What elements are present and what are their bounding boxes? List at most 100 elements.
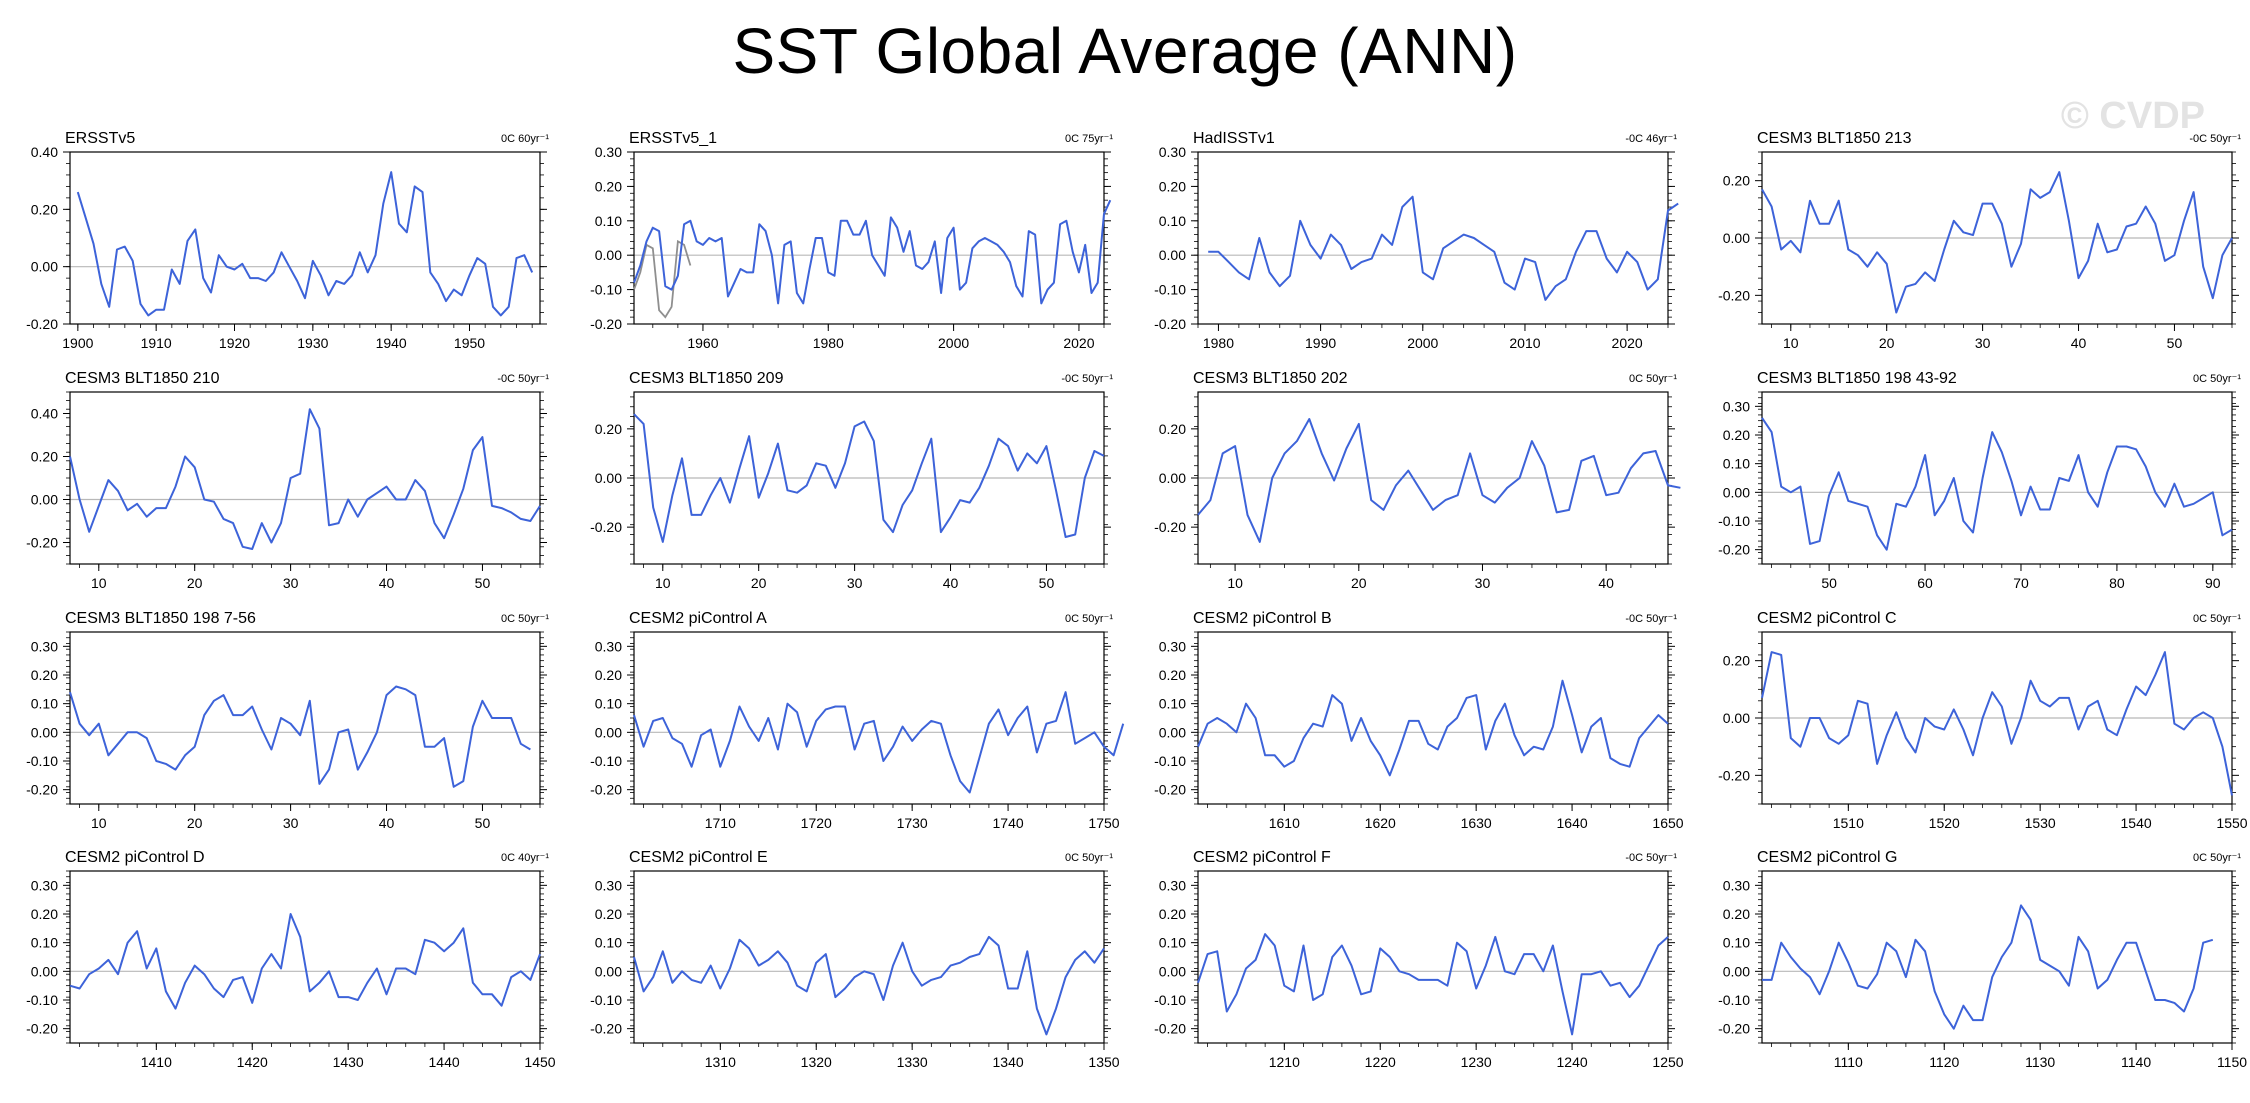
y-tick-label: 0.20 — [1159, 178, 1186, 194]
chart-panel: -0.20 -0.10 0.00 0.10 0.20 0.30 1710 1720 1730 17… — [590, 610, 1125, 831]
x-tick-label: 1950 — [454, 335, 485, 351]
series-line — [1761, 171, 2233, 314]
trend-label: 0C 50yr⁻¹ — [1065, 613, 1113, 625]
series-line — [69, 913, 541, 1010]
y-tick-label: 0.10 — [1159, 935, 1186, 951]
y-tick-label: 0.20 — [1723, 653, 1750, 669]
x-tick-label: 1710 — [705, 815, 736, 831]
chart-panel: -0.20 -0.10 0.00 0.10 0.20 0.30 1310 1320 1330 13… — [590, 849, 1120, 1070]
plot-frame — [633, 870, 1105, 1044]
x-tick-label: 1250 — [1652, 1054, 1683, 1070]
x-tick-label: 1620 — [1365, 815, 1396, 831]
x-tick-label: 1230 — [1461, 1054, 1492, 1070]
y-tick-label: 0.20 — [1159, 421, 1186, 437]
y-tick-label: 0.10 — [595, 213, 622, 229]
series-line — [69, 685, 531, 788]
trend-label: -0C 50yr⁻¹ — [2189, 133, 2241, 145]
x-tick-label: 1320 — [801, 1054, 832, 1070]
x-tick-label: 1610 — [1269, 815, 1300, 831]
y-tick-label: 0.00 — [1159, 963, 1186, 979]
y-tick-label: 0.20 — [31, 906, 58, 922]
x-tick-label: 1930 — [297, 335, 328, 351]
cvdp-watermark: © CVDP — [2060, 95, 2205, 137]
y-tick-label: -0.10 — [26, 753, 58, 769]
x-tick-label: 40 — [1598, 575, 1614, 591]
x-tick-label: 1750 — [1088, 815, 1119, 831]
x-tick-label: 50 — [475, 815, 491, 831]
y-tick-label: 0.20 — [31, 667, 58, 683]
chart-panel: -0.20 -0.10 0.00 0.10 0.20 0.30 1110 1120 1130 11… — [1718, 849, 2247, 1070]
series-line — [69, 408, 541, 550]
x-tick-label: 1960 — [687, 335, 718, 351]
y-tick-label: 0.30 — [595, 877, 622, 893]
chart-panel: -0.20 -0.10 0.00 0.10 0.20 0.30 1210 1220 1230 12… — [1154, 849, 1684, 1070]
y-tick-label: 0.10 — [1159, 213, 1186, 229]
series-line — [1208, 195, 1679, 301]
plot-frame — [69, 391, 541, 565]
y-tick-label: -0.20 — [26, 1021, 58, 1037]
x-tick-label: 50 — [1039, 575, 1055, 591]
x-tick-label: 1430 — [333, 1054, 364, 1070]
x-tick-label: 30 — [283, 575, 299, 591]
x-tick-label: 50 — [475, 575, 491, 591]
y-tick-label: 0.30 — [595, 638, 622, 654]
x-tick-label: 10 — [655, 575, 671, 591]
y-tick-label: -0.20 — [1154, 1021, 1186, 1037]
x-tick-label: 1540 — [2121, 815, 2152, 831]
series-line — [633, 413, 1105, 543]
series-line — [1197, 418, 1681, 543]
y-tick-label: -0.20 — [26, 782, 58, 798]
y-tick-label: -0.20 — [590, 519, 622, 535]
y-tick-label: 0.00 — [595, 724, 622, 740]
y-tick-label: 0.00 — [1723, 963, 1750, 979]
y-tick-label: -0.10 — [26, 992, 58, 1008]
y-tick-label: 0.00 — [1159, 247, 1186, 263]
y-tick-label: -0.20 — [1718, 287, 1750, 303]
y-tick-label: 0.00 — [595, 247, 622, 263]
y-tick-label: -0.20 — [1718, 767, 1750, 783]
x-tick-label: 30 — [847, 575, 863, 591]
x-tick-label: 2000 — [1407, 335, 1438, 351]
y-tick-label: 0.10 — [1723, 456, 1750, 472]
y-tick-label: -0.20 — [1154, 316, 1186, 332]
x-tick-label: 40 — [379, 815, 395, 831]
x-tick-label: 1110 — [1834, 1054, 1863, 1070]
trend-label: 0C 50yr⁻¹ — [2193, 613, 2241, 625]
panel-title: CESM2 piControl F — [1193, 849, 1331, 866]
y-tick-label: 0.40 — [31, 144, 58, 160]
y-tick-label: 0.00 — [1723, 230, 1750, 246]
y-tick-label: 0.40 — [31, 406, 58, 422]
chart-panel: -0.20 -0.10 0.00 0.10 0.20 0.30 1980 1990 2000 20… — [1154, 130, 1679, 351]
x-tick-label: 1630 — [1461, 815, 1492, 831]
x-tick-label: 1350 — [1088, 1054, 1119, 1070]
panel-title: ERSSTv5_1 — [629, 130, 717, 147]
y-tick-label: 0.10 — [1723, 935, 1750, 951]
plot-frame — [1761, 391, 2233, 565]
y-tick-label: -0.10 — [1154, 282, 1186, 298]
x-tick-label: 2000 — [938, 335, 969, 351]
y-tick-label: 0.20 — [595, 906, 622, 922]
y-tick-label: 0.30 — [1159, 877, 1186, 893]
x-tick-label: 1410 — [141, 1054, 172, 1070]
x-tick-label: 1940 — [376, 335, 407, 351]
x-tick-label: 1980 — [813, 335, 844, 351]
chart-panel: -0.20 0.00 0.20 10 20 30 40 50 CESM3 BLT1850 209… — [590, 370, 1113, 591]
x-tick-label: 1310 — [705, 1054, 736, 1070]
trend-label: -0C 50yr⁻¹ — [1625, 852, 1677, 864]
panel-title: CESM2 piControl G — [1757, 849, 1898, 866]
trend-label: 0C 60yr⁻¹ — [501, 133, 549, 145]
x-tick-label: 90 — [2205, 575, 2221, 591]
x-tick-label: 1150 — [2217, 1054, 2247, 1070]
chart-panel: -0.20 -0.10 0.00 0.10 0.20 0.30 50 60 70 80 90 CESM… — [1718, 370, 2241, 591]
y-tick-label: -0.20 — [1154, 782, 1186, 798]
y-tick-label: 0.20 — [1723, 906, 1750, 922]
trend-label: 0C 50yr⁻¹ — [1629, 373, 1677, 385]
y-tick-label: -0.10 — [1154, 753, 1186, 769]
y-tick-label: 0.10 — [595, 935, 622, 951]
x-tick-label: 1920 — [219, 335, 250, 351]
panel-title: CESM2 piControl A — [629, 610, 767, 627]
x-tick-label: 1650 — [1652, 815, 1683, 831]
series-line — [1197, 933, 1669, 1036]
chart-panel: -0.20 0.00 0.20 1510 1520 1530 1540 1550 CESM2 p… — [1718, 610, 2248, 831]
y-tick-label: 0.20 — [31, 201, 58, 217]
